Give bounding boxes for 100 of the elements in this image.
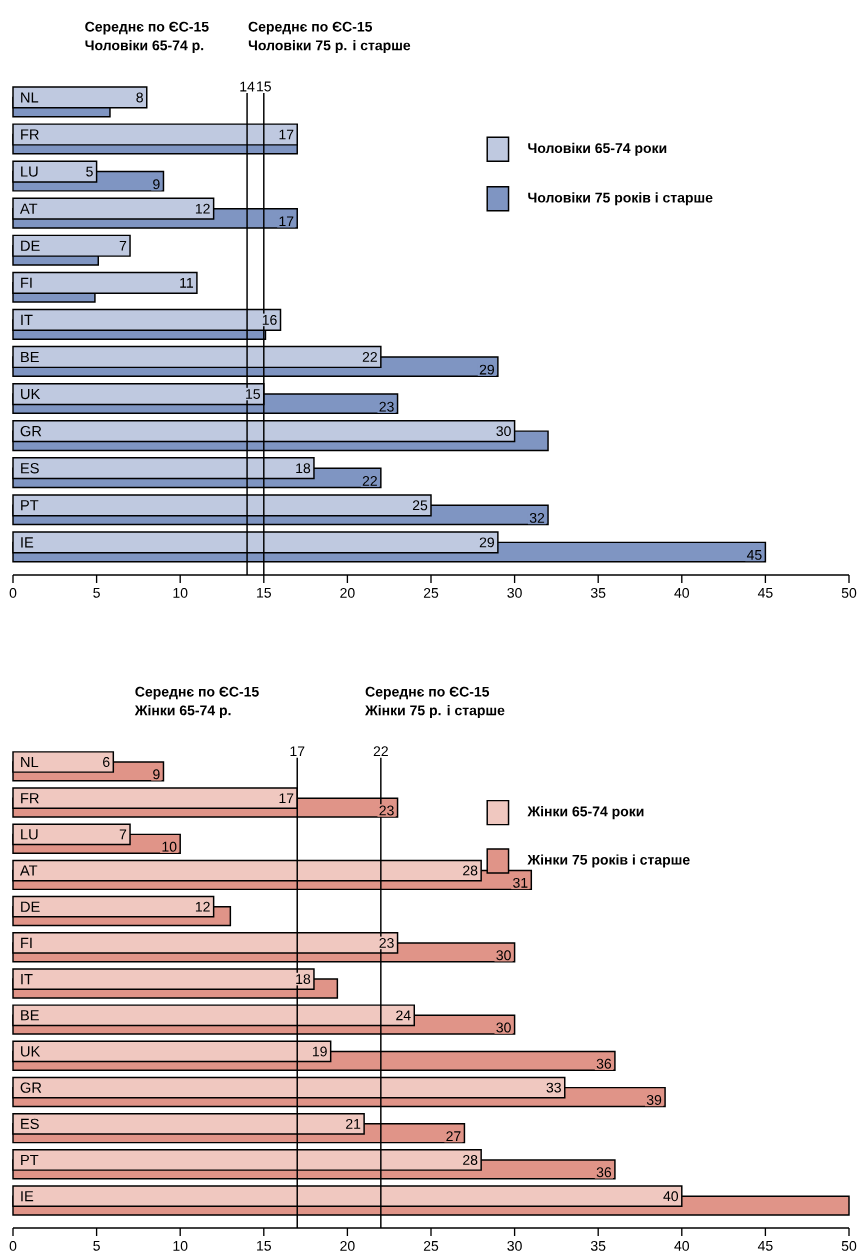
x-tick-label: 10 — [173, 587, 188, 598]
legend-label: Чоловіки 75 років і старше — [528, 192, 713, 206]
data-label: 45 — [746, 550, 762, 560]
y-tick-label: NL — [21, 756, 39, 768]
data-label: 6 — [103, 757, 110, 767]
text: Середнє по ЄС-15 — [85, 21, 209, 35]
legend-label: Жінки 65-74 роки — [527, 806, 644, 820]
y-tick-label: GR — [20, 1082, 42, 1093]
data-label: 7 — [119, 240, 127, 251]
y-tick-label: IE — [21, 537, 34, 548]
x-tick-label: 25 — [423, 587, 439, 598]
data-label: 18 — [296, 974, 311, 985]
data-label: 18 — [296, 463, 311, 474]
x-tick-label: 30 — [507, 1240, 522, 1251]
y-tick-label: PT — [21, 500, 39, 511]
data-label: 15 — [246, 389, 260, 399]
x-tick-label: 45 — [757, 587, 773, 598]
x-tick-label: 5 — [93, 587, 100, 598]
text: Середнє по ЄС-15 — [248, 21, 373, 35]
data-label: 29 — [479, 364, 494, 375]
y-tick-label: IT — [21, 314, 33, 325]
x-tick-label: 50 — [841, 1240, 857, 1251]
y-tick-label: AT — [19, 865, 38, 876]
y-tick-label: IE — [21, 1191, 34, 1202]
y-tick-label: FR — [21, 129, 39, 140]
y-tick-label: DE — [21, 240, 40, 251]
data-label: 10 — [162, 841, 177, 852]
y-tick-label: ES — [21, 1118, 39, 1129]
data-label: 30 — [496, 426, 511, 437]
y-tick-label: DE — [21, 901, 40, 912]
x-tick-label: 15 — [257, 1240, 271, 1251]
data-label: 40 — [663, 1191, 679, 1202]
ref-line-label: 22 — [373, 746, 388, 757]
y-tick-label: PT — [21, 1154, 39, 1166]
y-tick-label: AT — [19, 203, 38, 214]
data-label: 29 — [479, 537, 494, 548]
x-tick-label: 0 — [9, 587, 17, 598]
ref-line-label: 15 — [257, 81, 271, 92]
data-label: 23 — [379, 401, 394, 412]
x-tick-label: 25 — [423, 1240, 439, 1251]
y-tick-label: FI — [21, 277, 32, 288]
text: Жінки 65-74 р. — [134, 705, 231, 719]
data-label: 36 — [596, 1058, 612, 1069]
ref-line-label: 14 — [240, 81, 255, 92]
data-label: 23 — [379, 937, 394, 948]
y-tick-label: FR — [21, 793, 39, 804]
data-label: 9 — [153, 179, 160, 190]
text: Чоловіки 75 р. і старше — [248, 40, 411, 54]
data-label: 39 — [646, 1094, 662, 1105]
data-label: 28 — [463, 1155, 478, 1165]
data-label: 24 — [396, 1010, 411, 1021]
text: Середнє по ЄС-15 — [135, 686, 259, 700]
y-tick-label: IT — [21, 974, 33, 985]
y-tick-label: LU — [21, 166, 38, 177]
data-label: 19 — [312, 1046, 327, 1057]
data-label: 8 — [136, 92, 143, 103]
data-label: 30 — [496, 950, 511, 961]
x-tick-label: 5 — [93, 1240, 100, 1251]
text: Середнє по ЄС-15 — [365, 686, 490, 700]
x-tick-label: 10 — [173, 1240, 188, 1251]
data-label: 22 — [362, 352, 377, 362]
ref-line-label: 17 — [290, 746, 305, 757]
y-tick-label: UK — [21, 388, 41, 400]
y-tick-label: NL — [21, 92, 39, 103]
data-label: 5 — [86, 166, 93, 177]
x-tick-label: 20 — [340, 1240, 355, 1251]
data-label: 11 — [180, 278, 194, 288]
y-tick-label: UK — [21, 1046, 41, 1057]
data-label: 28 — [463, 865, 478, 876]
data-label: 17 — [279, 216, 294, 227]
text: Чоловіки 65-74 р. — [85, 40, 204, 54]
y-tick-label: BE — [21, 351, 39, 363]
data-label: 7 — [119, 829, 127, 840]
x-tick-label: 30 — [507, 587, 522, 598]
data-label: 30 — [496, 1022, 511, 1033]
data-label: 32 — [529, 512, 545, 523]
x-tick-label: 0 — [9, 1240, 17, 1251]
data-label: 25 — [412, 500, 428, 511]
y-tick-label: ES — [21, 463, 39, 474]
data-label: 31 — [513, 877, 528, 888]
x-tick-label: 40 — [674, 587, 690, 598]
x-tick-label: 15 — [257, 587, 271, 598]
x-tick-label: 35 — [590, 587, 606, 598]
x-tick-label: 20 — [340, 587, 355, 598]
y-tick-label: BE — [21, 1010, 39, 1021]
legend-label: Чоловіки 65-74 роки — [528, 142, 667, 156]
data-label: 17 — [279, 793, 294, 803]
data-label: 12 — [195, 901, 210, 912]
y-tick-label: GR — [20, 425, 42, 437]
data-label: 33 — [546, 1082, 561, 1093]
data-label: 36 — [596, 1167, 612, 1178]
y-tick-label: FI — [21, 937, 32, 948]
y-tick-label: LU — [21, 829, 38, 840]
data-label: 17 — [279, 129, 294, 140]
x-tick-label: 40 — [674, 1240, 690, 1251]
data-label: 9 — [153, 769, 160, 780]
text: Жінки 75 р. і старше — [365, 705, 505, 719]
data-label: 12 — [195, 203, 210, 214]
data-label: 21 — [346, 1118, 361, 1129]
data-label: 27 — [446, 1131, 461, 1141]
